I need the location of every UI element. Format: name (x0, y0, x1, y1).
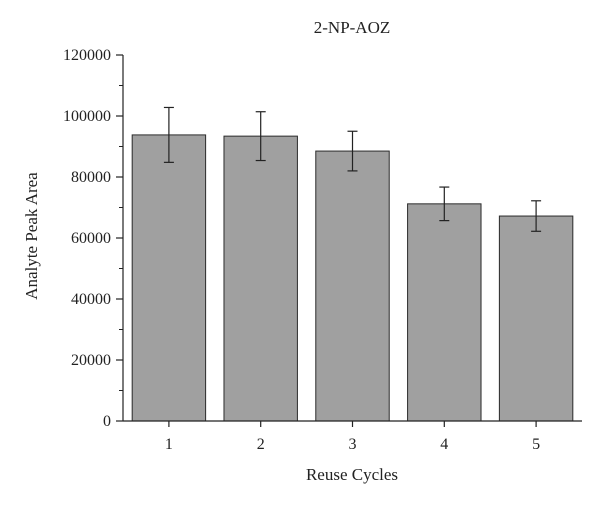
bars-layer (131, 134, 574, 422)
x-tick-label: 5 (532, 436, 540, 453)
error-bar-5 (531, 200, 542, 232)
y-tick-label: 60000 (71, 230, 111, 247)
error-bar-3 (347, 130, 358, 172)
bar-4 (407, 203, 482, 422)
bar-5 (498, 215, 574, 422)
y-tick-label: 20000 (71, 352, 111, 369)
error-bar-2 (255, 111, 266, 162)
y-tick-label: 120000 (63, 47, 111, 64)
x-tick-label: 3 (349, 436, 357, 453)
y-tick-label: 100000 (63, 108, 111, 125)
x-tick-label: 2 (257, 436, 265, 453)
x-tick-label: 1 (165, 436, 173, 453)
bar-1 (131, 134, 207, 422)
x-tick-label: 4 (440, 436, 448, 453)
bar-2 (223, 135, 298, 422)
error-bar-4 (439, 186, 450, 222)
y-tick-label: 80000 (71, 169, 111, 186)
y-axis-label: Analyte Peak Area (22, 172, 41, 300)
ticks-layer: 1 2 3 4 5 0 20000 40000 60000 80000 100000 120000 (63, 47, 540, 453)
error-bars-layer (163, 106, 542, 232)
chart-title: 2-NP-AOZ (314, 18, 391, 37)
error-bar-1 (163, 106, 174, 163)
x-axis-label: Reuse Cycles (306, 465, 398, 484)
bar-3 (315, 150, 390, 422)
y-tick-label: 0 (103, 413, 111, 430)
y-tick-label: 40000 (71, 291, 111, 308)
